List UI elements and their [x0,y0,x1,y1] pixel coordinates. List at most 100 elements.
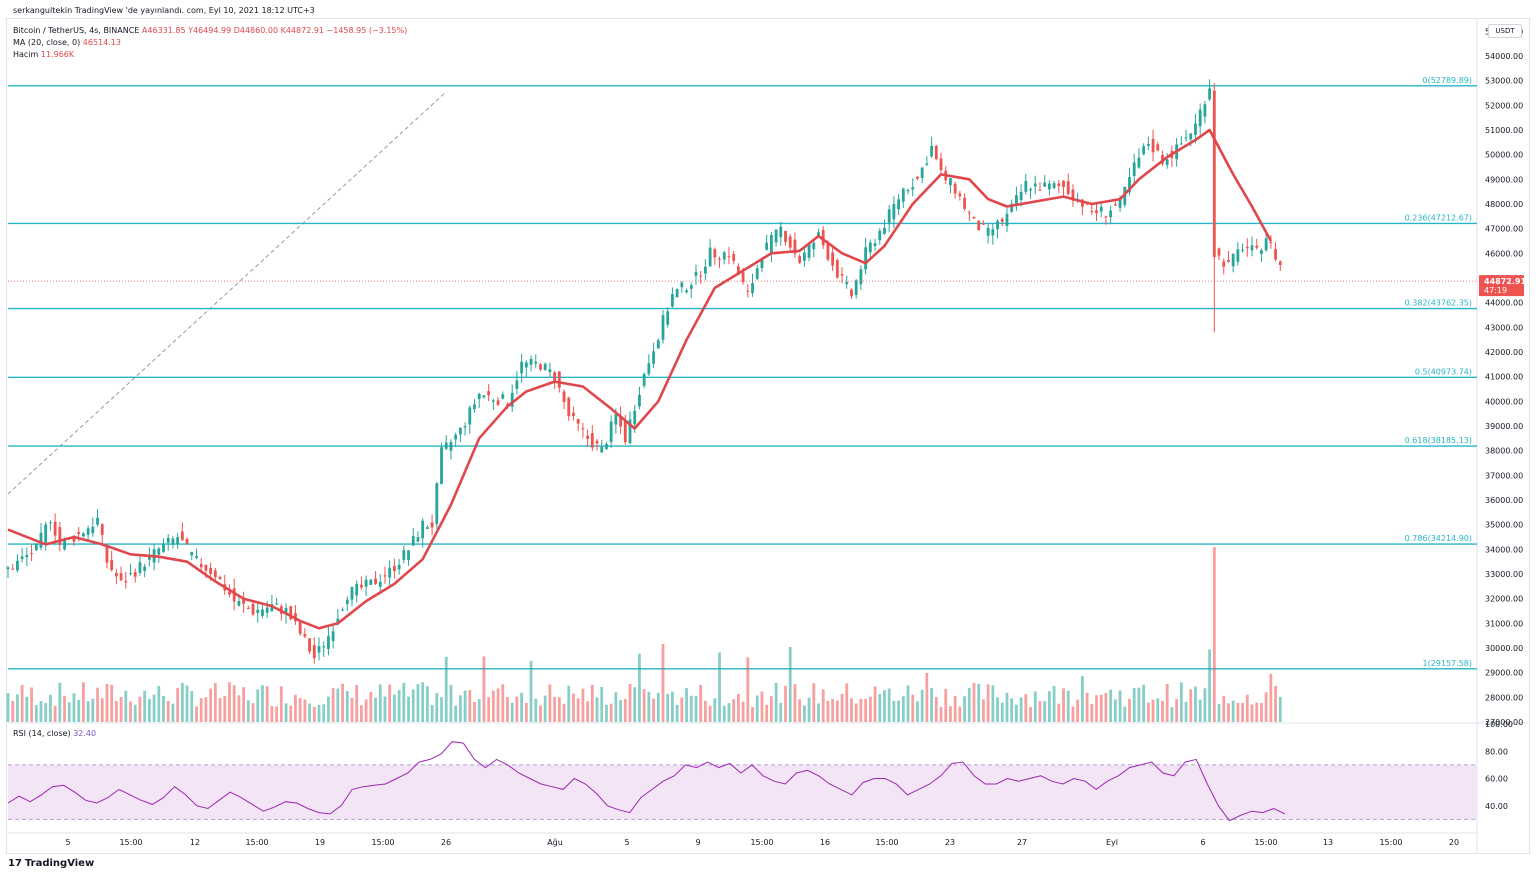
candle-body [1128,177,1131,193]
rsi-legend[interactable]: RSI (14, close) 32.40 [13,729,96,738]
fib-level-label: 0.618(38185.13) [1405,436,1472,445]
volume-bar [430,705,434,722]
candle-body [765,242,769,250]
volume-bar [147,698,151,722]
rsi-tick-label: 60.00 [1485,775,1508,784]
ma-legend[interactable]: MA (20, close, 0) 46514.13 [13,38,121,47]
candle-body [341,609,344,611]
volume-bar [1118,690,1122,722]
candle-body [652,351,655,364]
candle-body [784,231,787,243]
candle-body [901,188,905,202]
volume-bar [16,694,19,722]
volume-bar [1005,692,1009,722]
volume-bar [1123,706,1127,722]
trend-line[interactable] [7,91,447,495]
currency-badge[interactable]: USDT [1488,24,1522,38]
candle-body [835,260,839,278]
volume-bar [402,682,406,722]
candle-body [732,253,736,261]
candle-body [265,607,269,613]
rsi-line[interactable] [7,741,1286,822]
volume-bar [1076,699,1080,722]
price-tick-label: 46000.00 [1485,249,1523,258]
candle-body [755,268,759,279]
candle-body [1033,183,1037,187]
volume-bar [355,684,359,722]
candle-body [435,483,439,524]
volume-bar [944,688,948,722]
volume-bar [854,703,858,722]
volume-bar [1142,684,1146,722]
volume-bar [364,699,368,722]
fib-level-label: 0.5(40973.74) [1415,367,1472,376]
candle-body [421,520,425,539]
candle-body [600,447,604,453]
candle-body [44,524,48,545]
volume-bar [557,697,561,722]
candle-body [590,433,594,448]
volume-bar [623,698,627,722]
volume-bar [228,682,231,722]
candle-body [119,573,123,581]
candle-body [991,229,995,236]
fib-level-label: 0.382(43762.35) [1405,299,1472,308]
time-tick-label: Ağu [547,838,563,847]
candle-body [741,272,745,283]
candle-body [586,435,589,439]
volume-bar [440,697,443,722]
candle-body [1274,249,1277,260]
volume-bar [656,692,660,722]
candle-body [1095,210,1098,214]
chart-frame[interactable] [6,18,1530,854]
candle-body [873,243,877,247]
candle-body [246,607,250,609]
candle-body [1212,90,1216,258]
volume-bar [1015,704,1018,722]
volume-bar [769,696,773,722]
volume-bar [204,697,208,722]
volume-legend[interactable]: Hacim 11.966K [13,50,74,59]
volume-bar [963,696,966,722]
volume-bar [713,698,717,722]
volume-bar [619,700,622,722]
volume-bar [671,691,674,722]
candle-body [444,442,448,449]
candle-body [619,415,622,427]
volume-bar [105,683,109,722]
volume-bar [727,703,731,722]
candle-body [699,275,703,277]
candle-body [39,532,43,548]
last-price-tag[interactable] [1479,275,1524,297]
volume-bar [689,695,693,722]
volume-bar [751,706,754,722]
volume-bar [1203,688,1207,722]
volume-bar [1245,694,1249,722]
candle-body [1038,189,1042,191]
candle-body [430,522,434,528]
volume-bar [143,690,147,722]
volume-bar [840,693,844,722]
candle-body [1146,143,1150,146]
tradingview-footer[interactable]: 17 TradingView [8,858,94,869]
candle-body [972,217,976,219]
volume-bar [1104,692,1108,722]
candle-body [1250,245,1254,251]
volume-bar [548,684,552,722]
candle-body [1142,146,1146,155]
volume-bar [482,656,486,722]
volume-bar [265,686,269,722]
candle-body [906,190,910,192]
candle-body [1236,249,1240,262]
candle-body [1005,213,1009,226]
candle-body [1052,183,1056,188]
time-tick-label: 5 [65,838,70,847]
moving-average-line[interactable] [7,128,1273,630]
volume-bar [1109,689,1113,722]
candle-body [303,634,307,637]
candle-body [388,567,392,578]
candle-body [275,603,278,605]
candle-body [185,539,189,544]
volume-bar [765,704,769,722]
